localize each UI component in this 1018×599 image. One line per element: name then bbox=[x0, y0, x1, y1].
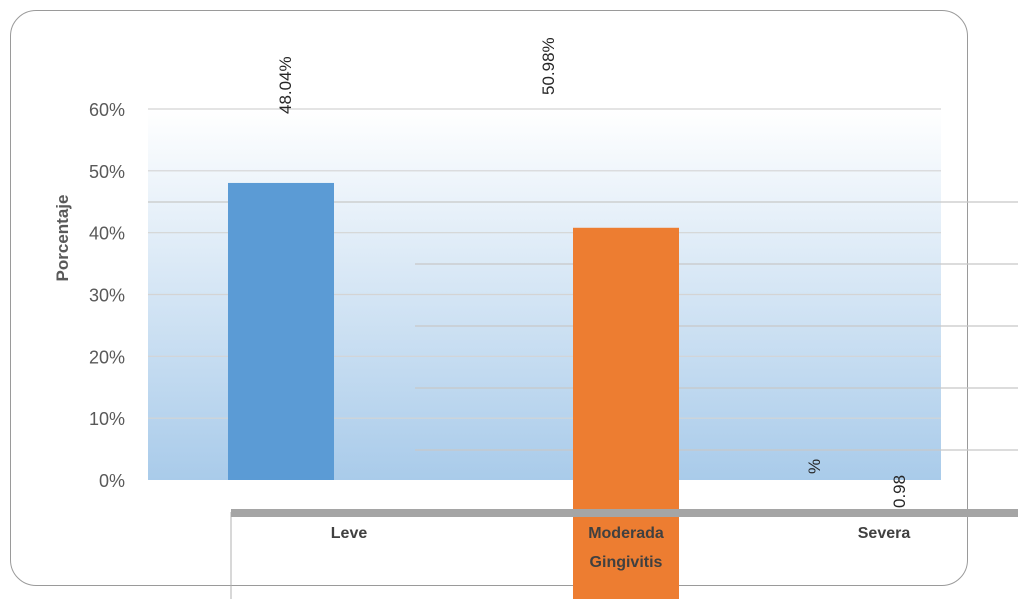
bar-moderada bbox=[573, 227, 679, 599]
bar-leve bbox=[228, 182, 334, 480]
data-label: 50.98% bbox=[539, 37, 558, 95]
y-tick-label: 30% bbox=[89, 286, 125, 306]
x-tick-label: Severa bbox=[858, 525, 911, 542]
y-axis-title: Porcentaje bbox=[53, 195, 72, 282]
x-axis-title: Gingivitis bbox=[590, 554, 663, 571]
y-tick-label: 60% bbox=[89, 100, 125, 120]
data-labels: 48.04% 50.98% 0.98% bbox=[276, 37, 909, 508]
data-label: 0.98 bbox=[890, 475, 909, 508]
x-tick-label: Moderada bbox=[588, 525, 664, 542]
data-label: % bbox=[805, 459, 824, 474]
y-tick-label: 10% bbox=[89, 409, 125, 429]
y-tick-label: 40% bbox=[89, 224, 125, 244]
data-label: 48.04% bbox=[276, 56, 295, 114]
x-tick-label: Leve bbox=[331, 525, 368, 542]
y-tick-labels: 0% 10% 20% 30% 40% 50% 60% bbox=[89, 100, 125, 491]
bars bbox=[228, 182, 679, 599]
x-axis-bar bbox=[231, 509, 1018, 517]
y-tick-label: 0% bbox=[99, 471, 125, 491]
y-tick-label: 50% bbox=[89, 162, 125, 182]
chart-frame bbox=[10, 10, 968, 586]
x-tick-labels: Leve Moderada Severa bbox=[331, 525, 911, 542]
y-tick-label: 20% bbox=[89, 347, 125, 367]
